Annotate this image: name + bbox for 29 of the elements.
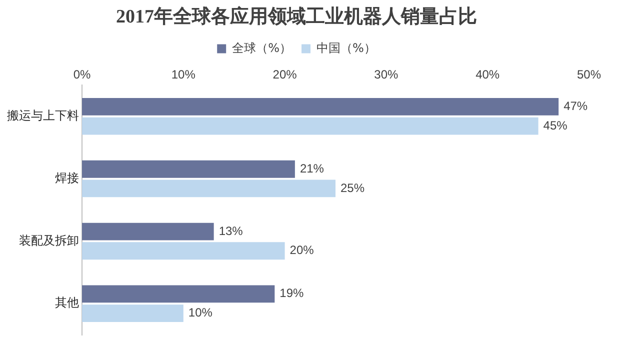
x-tick-label: 20% <box>272 67 298 82</box>
y-tick-label: 搬运与上下料 <box>7 108 79 123</box>
x-tick-label: 50% <box>576 67 602 82</box>
data-label: 13% <box>218 224 244 238</box>
bar <box>82 98 559 116</box>
x-tick-label: 30% <box>374 67 399 82</box>
data-label: 19% <box>280 286 304 300</box>
bar <box>82 285 275 303</box>
legend-label: 全球（%） <box>232 40 292 55</box>
data-label: 25% <box>340 180 365 195</box>
x-tick-label: 10% <box>171 67 196 82</box>
data-label: 10% <box>188 306 213 320</box>
data-label: 45% <box>543 118 568 132</box>
y-tick-label: 焊接 <box>55 170 79 185</box>
bar <box>82 222 214 240</box>
bar <box>82 117 538 135</box>
bar <box>82 180 336 198</box>
bar <box>82 304 184 322</box>
legend-label: 中国（%） <box>316 40 376 55</box>
x-tick-label: 40% <box>476 67 500 82</box>
chart-title: 2017年全球各应用领域工业机器人销量占比 <box>116 5 477 28</box>
y-tick-label: 其他 <box>55 296 79 310</box>
data-label: 20% <box>290 243 314 258</box>
x-tick-label: 0% <box>73 67 91 82</box>
y-tick-label: 装配及拆卸 <box>19 233 79 248</box>
bar <box>82 160 295 178</box>
data-label: 47% <box>564 99 588 114</box>
bar <box>82 242 285 260</box>
data-label: 21% <box>300 161 324 176</box>
